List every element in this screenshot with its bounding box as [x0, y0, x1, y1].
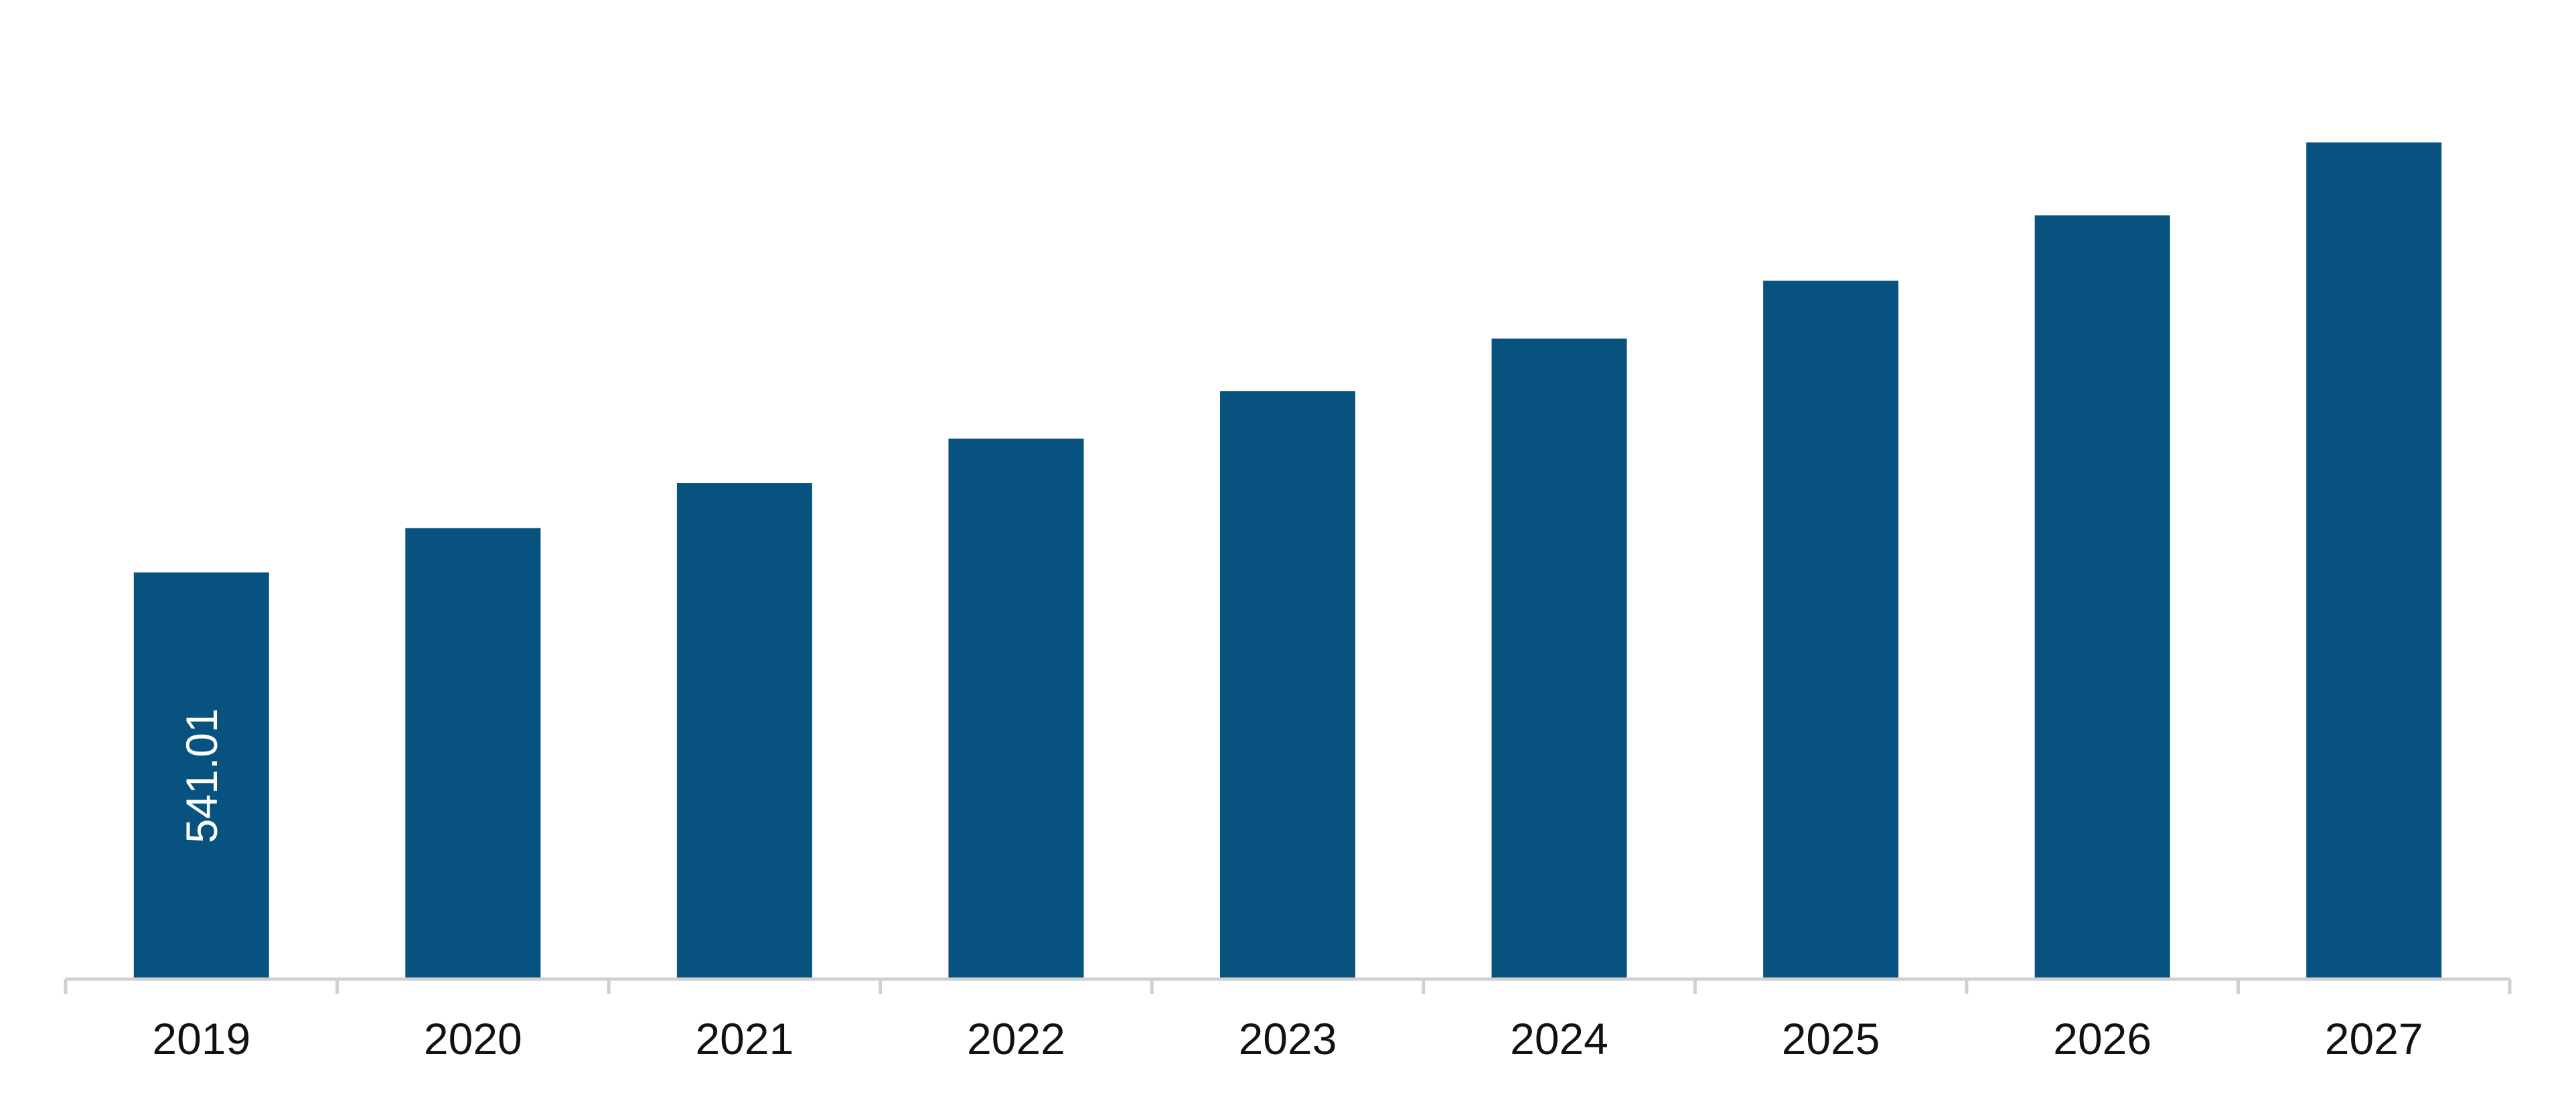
x-tick-label-2019: 2019	[152, 1014, 250, 1064]
x-tick-label-2022: 2022	[967, 1014, 1065, 1064]
x-axis-ticks	[64, 979, 2512, 994]
bar-2022	[948, 438, 1084, 979]
bar-2027	[2306, 142, 2442, 979]
x-tick-label-2021: 2021	[695, 1014, 793, 1064]
data-labels-group: 541.01	[177, 708, 226, 843]
data-label-2019: 541.01	[177, 708, 226, 843]
bar-2024	[1491, 338, 1627, 979]
bar-2019	[133, 572, 269, 979]
x-tick-label-2023: 2023	[1239, 1014, 1337, 1064]
bar-2021	[676, 483, 812, 979]
bars-group	[133, 142, 2442, 980]
x-tick-label-2024: 2024	[1510, 1014, 1608, 1064]
x-tick-label-2020: 2020	[424, 1014, 522, 1064]
bar-2026	[2034, 215, 2170, 980]
bar-2020	[405, 528, 541, 979]
x-tick-label-2026: 2026	[2053, 1014, 2151, 1064]
bar-2023	[1220, 391, 1355, 979]
x-axis-tick-labels: 2019 2020 2021 2022 2023 2024 2025 2026 2027	[152, 1014, 2423, 1064]
x-tick-label-2027: 2027	[2325, 1014, 2423, 1064]
bar-2025	[1763, 281, 1899, 980]
x-tick-label-2025: 2025	[1782, 1014, 1880, 1064]
